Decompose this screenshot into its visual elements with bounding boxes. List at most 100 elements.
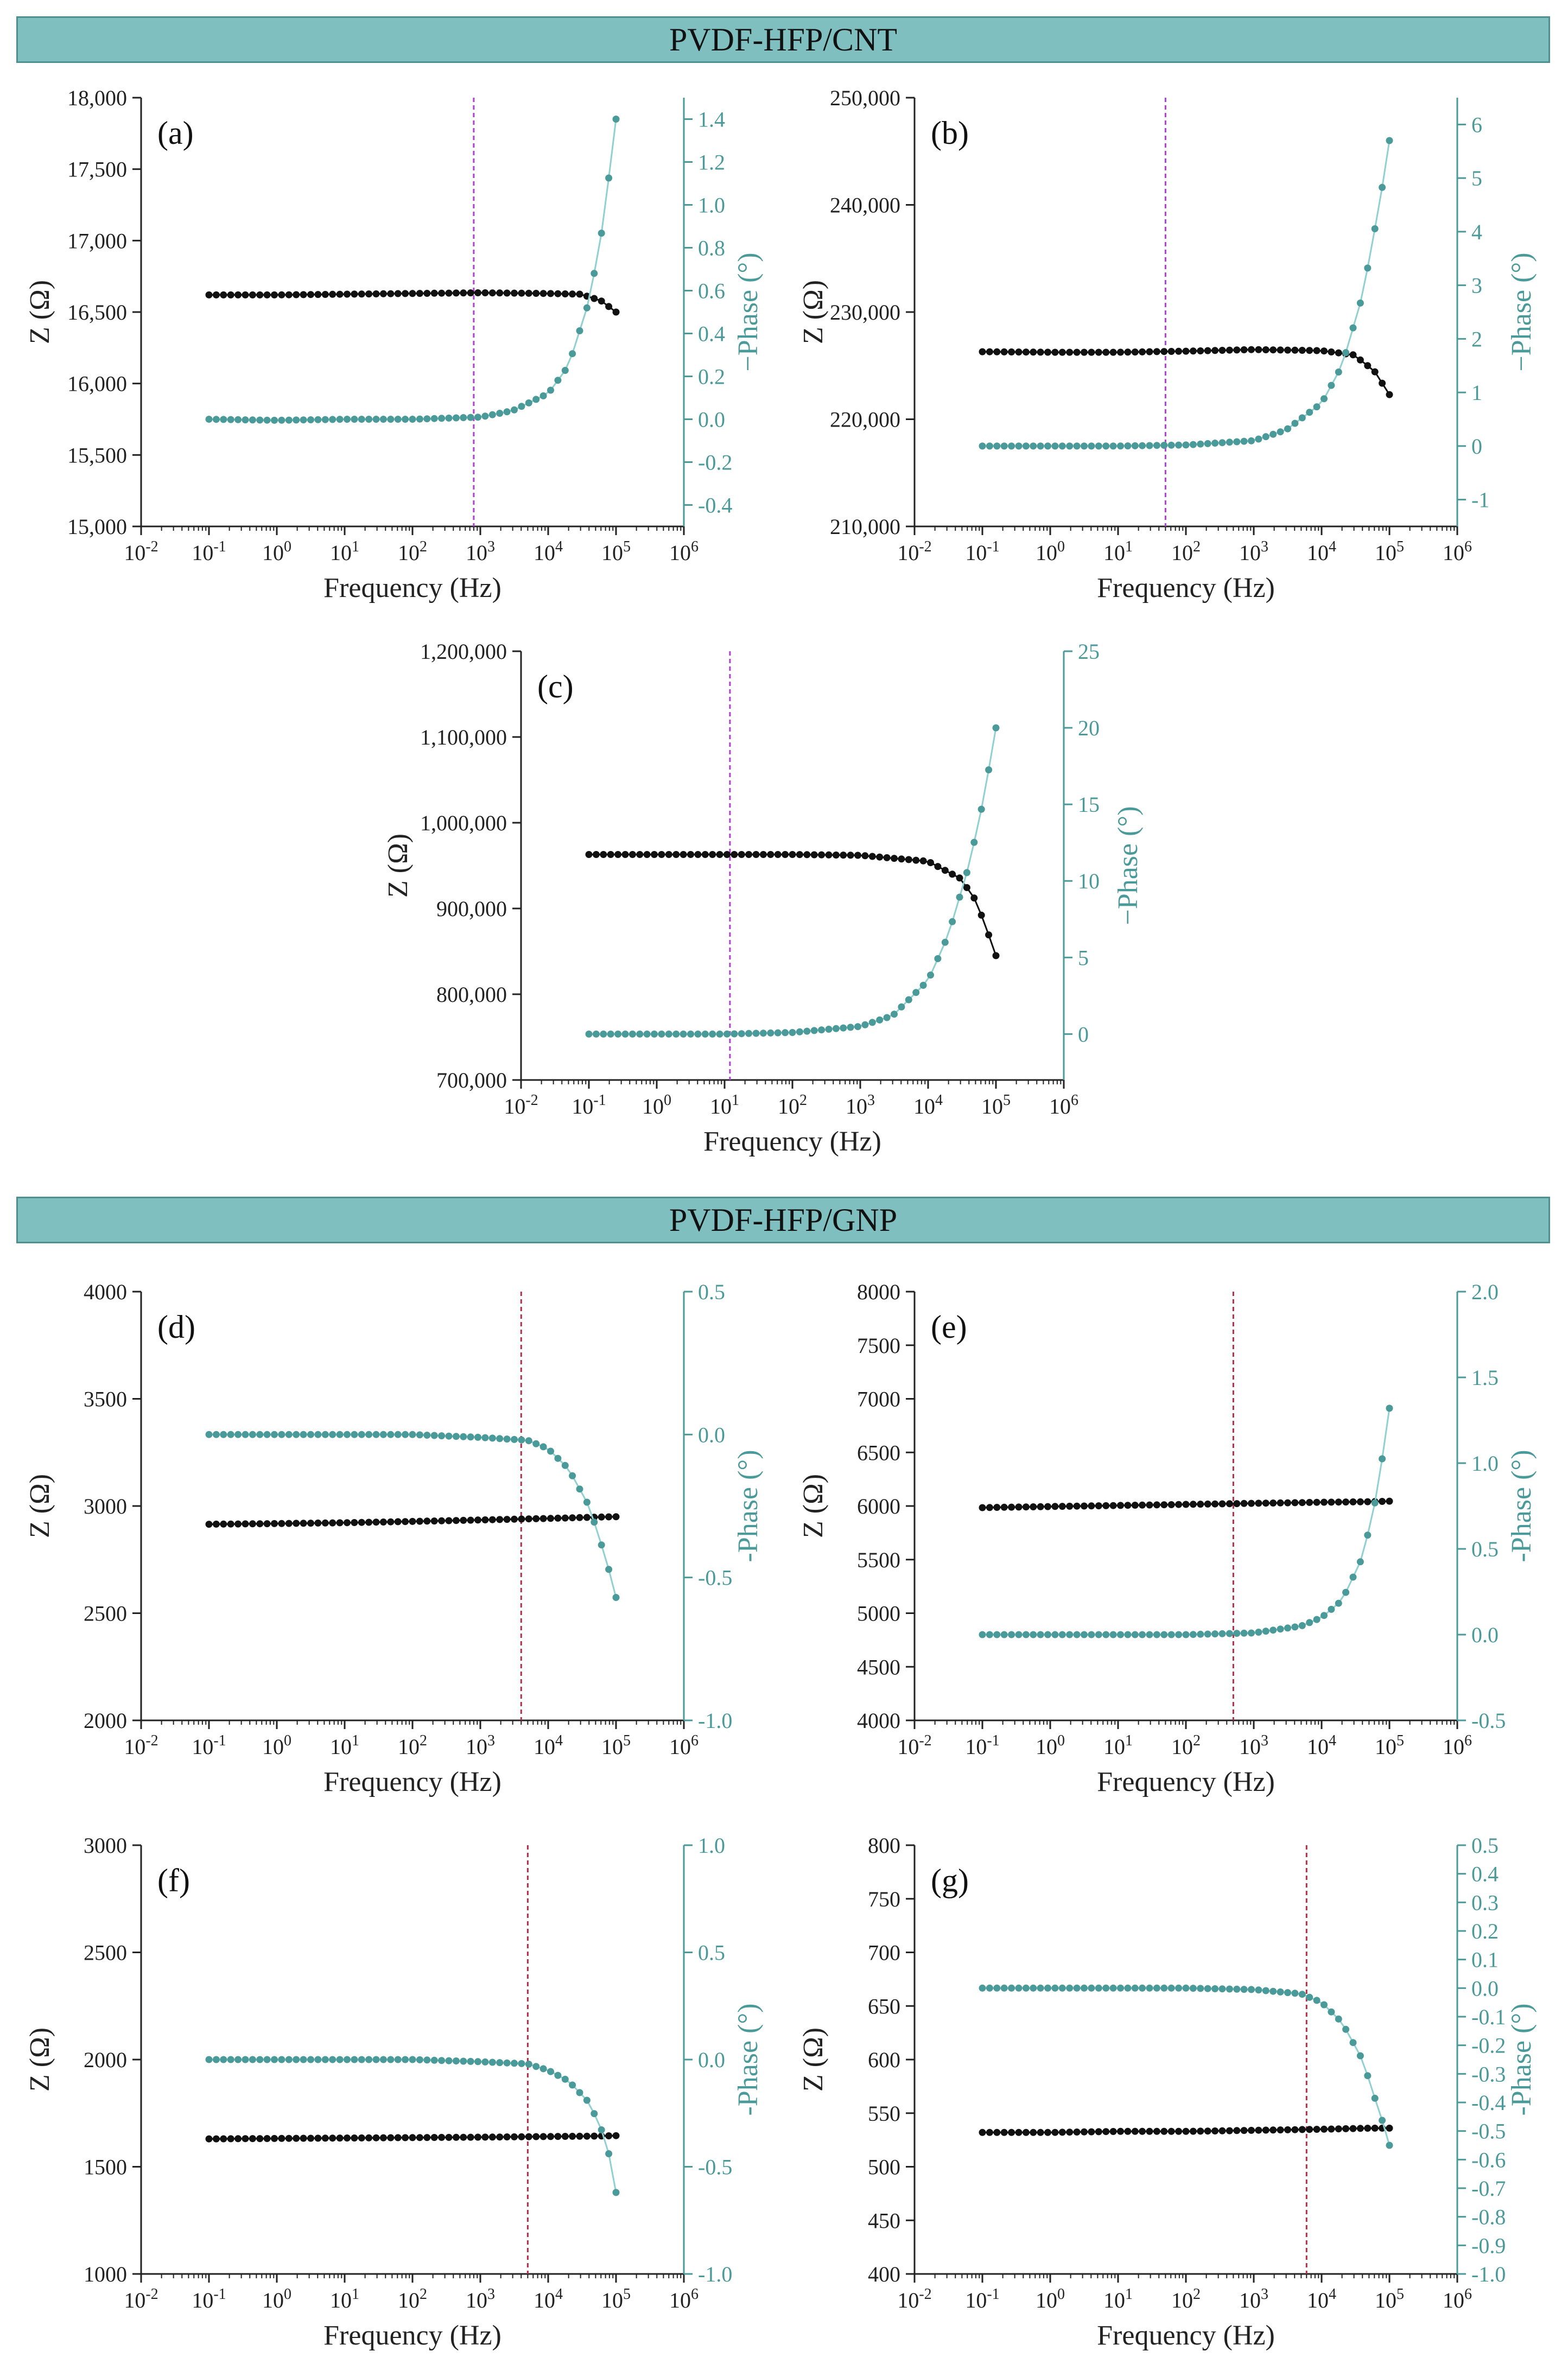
phase-data-point <box>1044 442 1051 450</box>
impedance-data-point <box>1030 348 1037 356</box>
impedance-data-point <box>576 2132 583 2140</box>
impedance-data-point <box>1139 1501 1146 1509</box>
x-tick-label: 105 <box>1375 538 1404 565</box>
phase-data-point <box>1211 1985 1219 1992</box>
phase-data-point <box>612 116 620 123</box>
impedance-data-point <box>1349 1498 1357 1505</box>
phase-data-point <box>1269 1626 1277 1634</box>
impedance-data-point <box>1117 348 1124 356</box>
y2-tick-label: 0.1 <box>1471 1948 1499 1972</box>
phase-data-point <box>503 408 511 416</box>
impedance-data-point <box>321 2134 329 2142</box>
y-tick-label: 650 <box>868 1994 900 2018</box>
phase-data-point <box>607 1030 614 1038</box>
phase-data-point <box>1117 442 1124 450</box>
y2-tick-label: 5 <box>1471 166 1482 190</box>
impedance-data-point <box>1037 2128 1044 2136</box>
phase-data-point <box>658 1030 665 1038</box>
phase-data-point <box>293 416 300 424</box>
impedance-data-point <box>452 289 460 297</box>
phase-data-point <box>993 1984 1001 1992</box>
x-tick-label: 102 <box>778 1092 807 1119</box>
impedance-data-point <box>271 291 278 298</box>
y-tick-label: 17,000 <box>67 228 127 253</box>
y2-tick-label: 0.2 <box>698 365 725 389</box>
phase-data-point <box>1081 442 1088 450</box>
impedance-data-point <box>1022 2128 1030 2136</box>
impedance-data-point <box>1262 2126 1269 2134</box>
phase-data-point <box>979 1984 986 1992</box>
phase-data-point <box>1218 1985 1226 1993</box>
y2-tick-label: -1 <box>1471 488 1489 512</box>
x-tick-label: 10-2 <box>124 538 158 565</box>
impedance-data-point <box>1291 1499 1299 1507</box>
phase-data-point <box>1197 440 1204 448</box>
y-axis-title: Z (Ω) <box>798 2028 829 2092</box>
y-tick-label: 7500 <box>857 1333 900 1358</box>
impedance-data-point <box>278 1520 285 1527</box>
x-tick-label: 100 <box>262 1732 291 1759</box>
impedance-data-point <box>583 2132 591 2140</box>
impedance-data-point <box>1379 379 1386 387</box>
impedance-data-point <box>1313 2126 1321 2133</box>
phase-data-point <box>488 2058 496 2066</box>
impedance-data-point <box>1051 1503 1059 1510</box>
impedance-data-point <box>1153 2127 1160 2135</box>
y-axis-title: Z (Ω) <box>798 280 829 344</box>
impedance-data-point <box>249 1520 256 1528</box>
impedance-data-point <box>372 290 380 297</box>
phase-series-line <box>589 727 997 1035</box>
y-axis-title: Z (Ω) <box>24 2028 55 2092</box>
y-tick-label: 240,000 <box>830 193 900 218</box>
impedance-data-point <box>285 2134 293 2142</box>
impedance-data-point <box>1146 348 1153 355</box>
impedance-data-point <box>1211 1500 1219 1508</box>
phase-data-point <box>1364 1532 1372 1539</box>
phase-data-point <box>1095 442 1102 450</box>
impedance-data-point <box>488 1516 496 1523</box>
phase-data-point <box>1088 1984 1095 1992</box>
impedance-data-point <box>985 931 993 939</box>
phase-data-point <box>1109 1984 1117 1992</box>
phase-data-point <box>503 1435 511 1443</box>
x-tick-label: 104 <box>534 538 563 565</box>
y-tick-label: 15,500 <box>67 443 127 467</box>
impedance-data-point <box>986 348 993 355</box>
impedance-data-point <box>1364 362 1372 370</box>
phase-data-point <box>1335 1599 1342 1607</box>
y-tick-label: 16,000 <box>67 372 127 396</box>
y2-tick-label: 0.0 <box>1471 1976 1499 2000</box>
phase-data-point <box>387 416 395 423</box>
phase-data-point <box>263 2056 271 2063</box>
impedance-data-point <box>1240 2127 1248 2134</box>
y-tick-label: 1500 <box>84 2155 127 2180</box>
phase-data-point <box>488 1434 496 1442</box>
phase-data-point <box>205 1431 213 1438</box>
phase-data-point <box>387 1431 395 1438</box>
impedance-data-point <box>1291 2126 1299 2133</box>
x-tick-label: 106 <box>1443 538 1472 565</box>
phase-data-point <box>883 1014 891 1021</box>
phase-data-point <box>481 2058 489 2066</box>
phase-data-point <box>423 415 431 423</box>
impedance-data-point <box>387 2134 395 2142</box>
impedance-data-point <box>818 851 826 859</box>
phase-data-point <box>300 1431 307 1438</box>
impedance-data-point <box>511 289 518 297</box>
impedance-data-point <box>256 1520 264 1528</box>
phase-data-point <box>591 1518 598 1526</box>
phase-data-point <box>1182 1984 1190 1992</box>
impedance-data-point <box>1167 1501 1175 1508</box>
phase-data-point <box>1189 1631 1197 1638</box>
phase-data-point <box>511 406 518 414</box>
y2-tick-label: 15 <box>1078 792 1100 817</box>
impedance-data-point <box>576 1514 583 1521</box>
phase-data-point <box>1248 437 1255 444</box>
y2-tick-label: -1.0 <box>698 1708 732 1733</box>
impedance-data-point <box>1240 346 1248 353</box>
impedance-data-point <box>612 1513 620 1521</box>
phase-data-point <box>329 416 337 423</box>
phase-data-point <box>927 971 934 979</box>
impedance-data-point <box>1175 1501 1183 1508</box>
phase-data-point <box>1328 1605 1335 1613</box>
